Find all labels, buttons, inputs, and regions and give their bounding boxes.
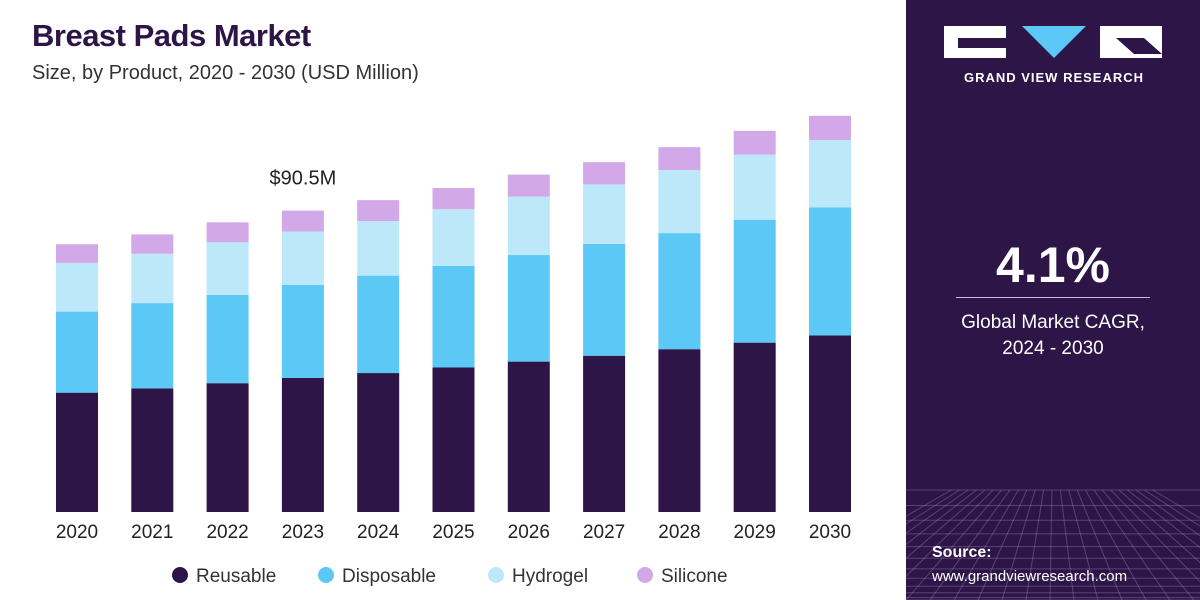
bar-reusable-2020 bbox=[56, 392, 98, 512]
bar-reusable-2025 bbox=[432, 367, 475, 512]
bar-silicone-2024 bbox=[357, 200, 400, 222]
bar-hydrogel-2029 bbox=[733, 154, 776, 220]
bar-hydrogel-2022 bbox=[206, 242, 249, 295]
bar-reusable-2026 bbox=[507, 361, 550, 512]
chart-title: Breast Pads Market bbox=[32, 18, 311, 53]
brand-panel: GRAND VIEW RESEARCH 4.1% Global Market C… bbox=[906, 0, 1200, 600]
bar-reusable-2029 bbox=[733, 342, 776, 512]
bar-silicone-2023 bbox=[281, 210, 324, 232]
x-tick-label: 2030 bbox=[809, 522, 851, 543]
bar-hydrogel-2026 bbox=[507, 196, 550, 256]
cagr-divider bbox=[956, 297, 1150, 298]
bar-reusable-2021 bbox=[131, 388, 174, 512]
bar-disposable-2021 bbox=[131, 303, 174, 389]
bar-silicone-2027 bbox=[583, 162, 626, 185]
gvr-logo-icon bbox=[944, 26, 1162, 58]
bar-disposable-2029 bbox=[733, 219, 776, 343]
legend-label-reusable: Reusable bbox=[196, 566, 276, 587]
cagr-label-line2: 2024 - 2030 bbox=[1002, 338, 1104, 359]
bar-hydrogel-2030 bbox=[809, 139, 851, 208]
legend-marker-hydrogel bbox=[488, 567, 504, 583]
x-tick-label: 2020 bbox=[56, 522, 98, 543]
bar-reusable-2030 bbox=[809, 335, 851, 512]
bar-disposable-2030 bbox=[809, 207, 851, 336]
x-tick-label: 2027 bbox=[583, 522, 625, 543]
bar-disposable-2025 bbox=[432, 265, 475, 368]
bar-hydrogel-2020 bbox=[56, 262, 98, 312]
bar-disposable-2027 bbox=[583, 243, 626, 356]
bar-disposable-2028 bbox=[658, 233, 701, 350]
bar-silicone-2029 bbox=[733, 130, 776, 155]
cagr-label: Global Market CAGR, 2024 - 2030 bbox=[906, 310, 1200, 362]
brand-name: GRAND VIEW RESEARCH bbox=[963, 70, 1145, 85]
bar-silicone-2028 bbox=[658, 147, 701, 171]
grid-decoration bbox=[906, 489, 1200, 600]
bar-silicone-2030 bbox=[809, 115, 851, 140]
cagr-value: 4.1% bbox=[996, 237, 1110, 293]
data-label-annotation: $90.5M bbox=[270, 168, 337, 190]
bar-hydrogel-2027 bbox=[583, 184, 626, 244]
bar-disposable-2024 bbox=[357, 275, 400, 374]
bar-silicone-2025 bbox=[432, 188, 475, 210]
cagr-label-line1: Global Market CAGR, bbox=[961, 312, 1145, 333]
bar-hydrogel-2028 bbox=[658, 170, 701, 234]
legend-marker-silicone bbox=[637, 567, 653, 583]
bar-reusable-2024 bbox=[357, 373, 400, 512]
source-label: Source: bbox=[932, 544, 992, 561]
bar-silicone-2022 bbox=[206, 222, 249, 243]
x-tick-label: 2024 bbox=[357, 522, 400, 543]
x-tick-label: 2021 bbox=[131, 522, 173, 543]
x-tick-label: 2022 bbox=[206, 522, 248, 543]
legend-label-silicone: Silicone bbox=[661, 566, 728, 587]
bar-hydrogel-2021 bbox=[131, 253, 174, 304]
x-tick-label: 2023 bbox=[282, 522, 324, 543]
bar-hydrogel-2023 bbox=[281, 231, 324, 285]
bar-disposable-2026 bbox=[507, 255, 550, 362]
bar-silicone-2020 bbox=[56, 244, 98, 263]
legend-label-hydrogel: Hydrogel bbox=[512, 566, 588, 587]
legend-marker-disposable bbox=[318, 567, 334, 583]
x-tick-label: 2025 bbox=[432, 522, 474, 543]
bar-silicone-2026 bbox=[507, 174, 550, 197]
chart-panel: Breast Pads Market Size, by Product, 202… bbox=[32, 18, 852, 587]
x-tick-label: 2029 bbox=[734, 522, 776, 543]
x-tick-label: 2028 bbox=[658, 522, 700, 543]
legend-label-disposable: Disposable bbox=[342, 566, 436, 587]
bar-reusable-2028 bbox=[658, 349, 701, 512]
bar-disposable-2023 bbox=[281, 284, 324, 378]
bar-reusable-2022 bbox=[206, 383, 249, 512]
source-url[interactable]: www.grandviewresearch.com bbox=[932, 568, 1128, 585]
legend-marker-reusable bbox=[172, 567, 188, 583]
bar-reusable-2023 bbox=[281, 377, 324, 512]
bar-disposable-2022 bbox=[206, 294, 249, 384]
bar-silicone-2021 bbox=[131, 234, 174, 254]
bar-disposable-2020 bbox=[56, 311, 98, 393]
bar-reusable-2027 bbox=[583, 355, 626, 512]
chart-subtitle: Size, by Product, 2020 - 2030 (USD Milli… bbox=[32, 62, 419, 84]
bar-hydrogel-2025 bbox=[432, 209, 475, 266]
bar-hydrogel-2024 bbox=[357, 221, 400, 276]
stacked-bar-chart: 2020 2021 2022 2023 2024 2025 2026 2027 2028 2029… bbox=[56, 115, 851, 587]
x-tick-label: 2026 bbox=[508, 522, 550, 543]
